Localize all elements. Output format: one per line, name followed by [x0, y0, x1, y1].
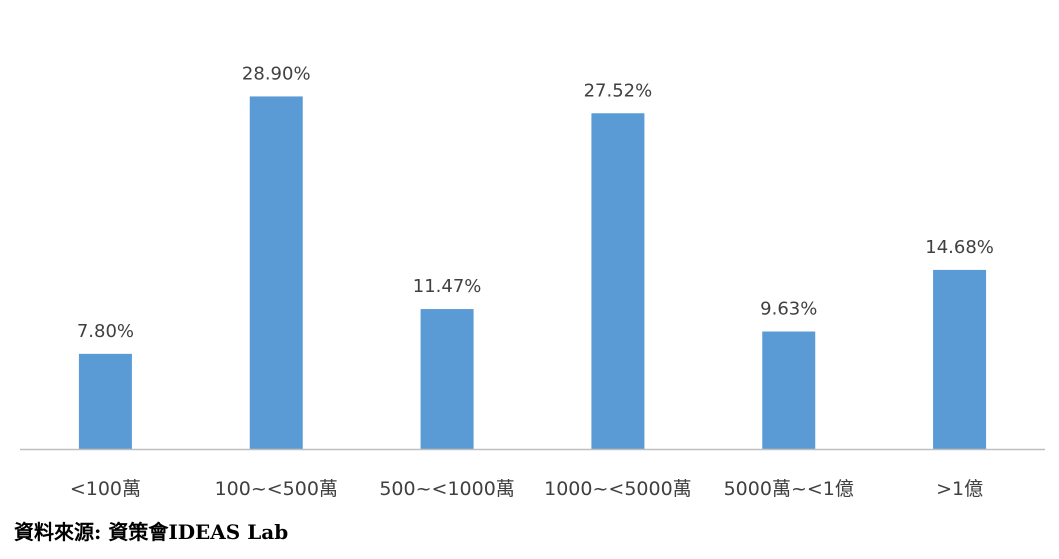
value-label-3: 11.47%	[413, 276, 482, 297]
value-label-6: 14.68%	[925, 237, 994, 258]
value-label-4: 27.52%	[584, 80, 653, 101]
bar-2	[249, 96, 303, 450]
value-label-2: 28.90%	[242, 63, 311, 84]
category-label-4: 1000~<5000萬	[544, 478, 692, 500]
bar-chart: 7.80% 28.90% 11.47% 27.52% 9.63% 14.68% <100萬…	[20, 63, 1045, 500]
category-labels-group: <100萬 100~<500萬 500~<1000萬 1000~<5000萬 5000萬…	[70, 478, 983, 500]
value-labels-group: 7.80% 28.90% 11.47% 27.52% 9.63% 14.68%	[77, 63, 994, 341]
value-label-1: 7.80%	[77, 321, 134, 342]
category-label-3: 500~<1000萬	[379, 478, 514, 500]
category-label-6: >1億	[936, 478, 983, 500]
value-label-5: 9.63%	[760, 299, 817, 320]
source-note: 資料來源: 資策會IDEAS Lab	[14, 520, 289, 544]
bar-1	[78, 353, 132, 449]
bar-3	[420, 309, 474, 449]
bar-4	[591, 113, 645, 450]
category-label-1: <100萬	[70, 478, 141, 500]
bar-5	[762, 331, 816, 449]
bars-group	[78, 96, 987, 450]
category-label-5: 5000萬~<1億	[724, 478, 854, 500]
category-label-2: 100~<500萬	[215, 478, 338, 500]
bar-6	[933, 269, 987, 449]
